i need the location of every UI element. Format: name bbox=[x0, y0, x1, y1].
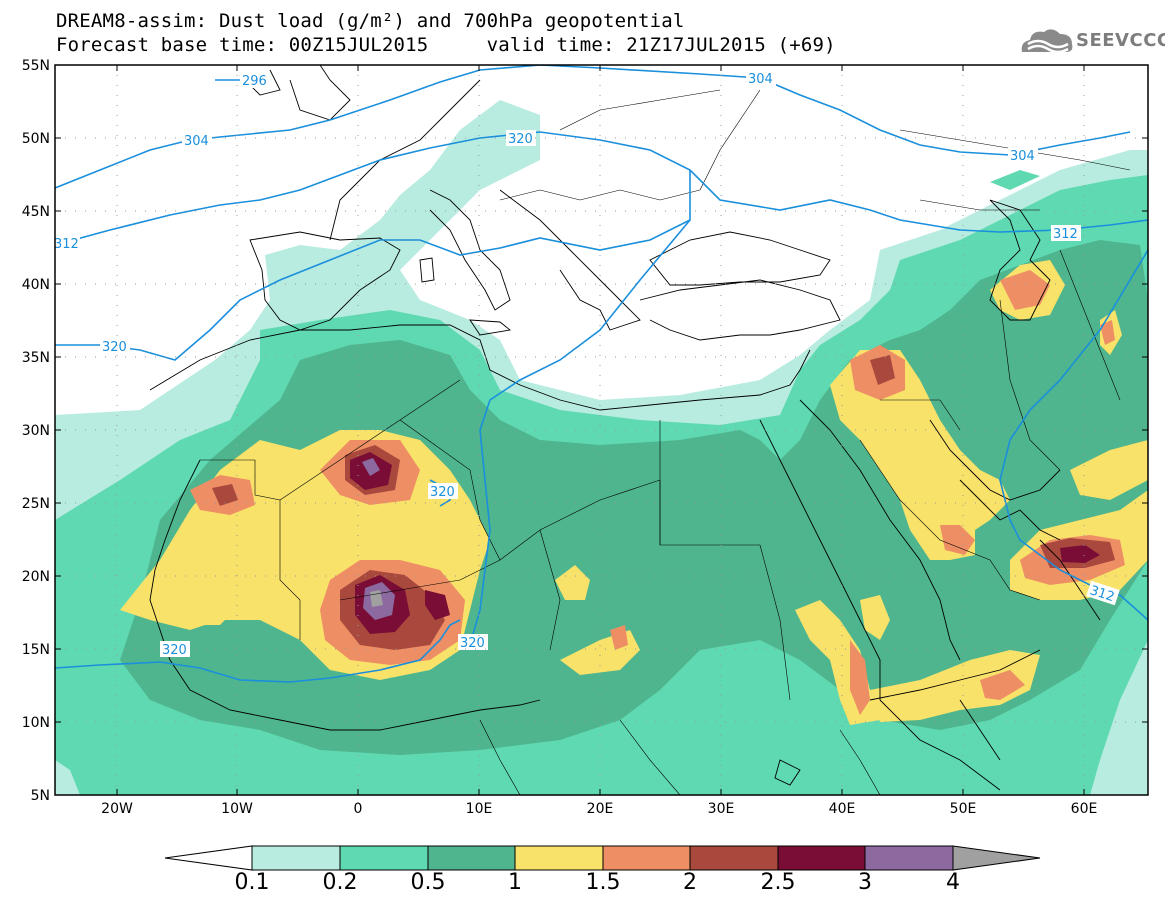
lat-label: 40N bbox=[22, 277, 50, 293]
colorbar-swatch bbox=[251, 845, 341, 871]
lon-label: 20W bbox=[101, 801, 133, 817]
latitude-labels: 55N 50N 45N 40N 35N 30N 25N 20N 15N 10N … bbox=[22, 58, 50, 804]
longitude-labels: 20W 10W 0 10E 20E 30E 40E 50E 60E bbox=[101, 801, 1097, 817]
lon-label: 50E bbox=[950, 801, 977, 817]
colorbar-label: 3 bbox=[858, 870, 872, 895]
contour-label: 320 bbox=[102, 340, 127, 355]
contour-label: 312 bbox=[1088, 583, 1116, 605]
political-borders bbox=[200, 89, 1131, 795]
lat-label: 30N bbox=[22, 423, 50, 439]
lat-label: 35N bbox=[22, 350, 50, 366]
logo-text: SEEVCCC bbox=[1076, 30, 1165, 51]
contour-label: 304 bbox=[1010, 149, 1035, 164]
colorbar-label: 0.1 bbox=[234, 870, 270, 895]
colorbar-label: 2 bbox=[683, 870, 697, 895]
lat-label: 15N bbox=[22, 642, 50, 658]
lon-label: 40E bbox=[829, 801, 856, 817]
colorbar-swatch bbox=[864, 845, 954, 871]
colorbar-label: 0.5 bbox=[410, 870, 446, 895]
lat-label: 20N bbox=[22, 569, 50, 585]
lon-label: 0 bbox=[354, 801, 363, 817]
colorbar-swatch bbox=[602, 845, 691, 871]
lat-label: 10N bbox=[22, 715, 50, 731]
coastlines bbox=[149, 65, 1101, 791]
colorbar-swatch bbox=[689, 845, 779, 871]
contour-label: 320 bbox=[508, 132, 533, 147]
contour-label: 320 bbox=[460, 636, 485, 651]
lat-label: 5N bbox=[31, 788, 50, 804]
contour-312 bbox=[55, 131, 1148, 246]
dust-field bbox=[55, 65, 1148, 795]
axis-ticks bbox=[55, 64, 1148, 796]
lon-label: 10W bbox=[221, 801, 253, 817]
contour-label: 312 bbox=[54, 237, 79, 252]
lat-label: 45N bbox=[22, 204, 50, 220]
cloud-logo-icon bbox=[1021, 29, 1073, 54]
colorbar-swatch bbox=[339, 845, 429, 871]
colorbar-swatch bbox=[514, 845, 604, 871]
colorbar-label: 1 bbox=[508, 870, 522, 895]
colorbar-label: 0.2 bbox=[322, 870, 358, 895]
lat-lon-grid bbox=[55, 65, 1148, 795]
colorbar-swatch bbox=[427, 845, 516, 871]
lat-label: 50N bbox=[22, 131, 50, 147]
colorbar-under-arrow bbox=[164, 845, 253, 871]
colorbar-swatch bbox=[777, 845, 866, 871]
lat-label: 25N bbox=[22, 496, 50, 512]
colorbar-label: 4 bbox=[946, 870, 960, 895]
lon-label: 30E bbox=[708, 801, 735, 817]
forecast-time-line: Forecast base time: 00Z15JUL2015 valid t… bbox=[56, 34, 836, 56]
colorbar-label: 1.5 bbox=[585, 870, 621, 895]
lon-label: 60E bbox=[1071, 801, 1098, 817]
contour-label: 296 bbox=[242, 74, 267, 89]
lon-label: 10E bbox=[466, 801, 493, 817]
contour-label: 304 bbox=[748, 72, 773, 87]
contour-label: 304 bbox=[184, 134, 209, 149]
lat-label: 55N bbox=[22, 58, 50, 74]
contour-label: 312 bbox=[1053, 227, 1078, 242]
lon-label: 20E bbox=[587, 801, 614, 817]
contour-label: 320 bbox=[430, 485, 455, 500]
colorbar bbox=[164, 845, 1041, 871]
map-title: DREAM8-assim: Dust load (g/m²) and 700hP… bbox=[56, 10, 685, 32]
contour-320 bbox=[55, 170, 691, 361]
contour-label: 320 bbox=[162, 643, 187, 658]
colorbar-label: 2.5 bbox=[760, 870, 796, 895]
colorbar-over-arrow bbox=[952, 845, 1041, 871]
